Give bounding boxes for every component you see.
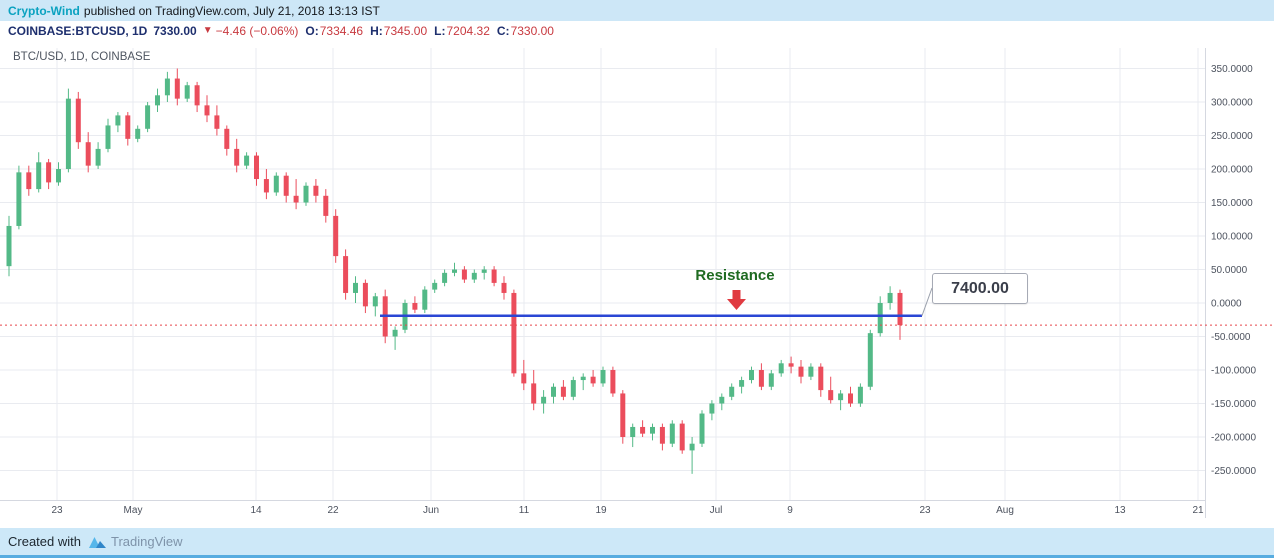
ohlc-low-value: 7204.32 bbox=[446, 23, 490, 38]
svg-text:-50.0000: -50.0000 bbox=[1211, 332, 1251, 343]
axis-frame bbox=[0, 48, 1206, 518]
down-triangle-icon: ▼ bbox=[202, 25, 213, 36]
ohlc-open-value: 7334.46 bbox=[319, 23, 364, 38]
chart-watermark: BTC/USD, 1D, COINBASE bbox=[13, 51, 151, 63]
resistance-annotation: Resistance bbox=[695, 267, 775, 284]
svg-text:22: 22 bbox=[327, 505, 339, 516]
created-with-text: Created with bbox=[8, 534, 81, 549]
symbol-title: COINBASE:BTCUSD, 1D bbox=[8, 23, 148, 38]
svg-text:21: 21 bbox=[1192, 505, 1204, 516]
price-change: −4.46 (−0.06%) bbox=[215, 23, 299, 38]
svg-text:23: 23 bbox=[51, 505, 63, 516]
svg-text:14: 14 bbox=[250, 505, 262, 516]
svg-text:0.0000: 0.0000 bbox=[1211, 299, 1242, 310]
legend-bar: COINBASE:BTCUSD, 1D 7330.00 ▼ −4.46 (−0.… bbox=[0, 21, 1274, 40]
author-link[interactable]: Crypto-Wind bbox=[8, 3, 80, 18]
last-price: 7330.00 bbox=[153, 23, 197, 38]
tradingview-brand-link[interactable]: TradingView bbox=[110, 534, 183, 549]
svg-text:-250.0000: -250.0000 bbox=[1211, 466, 1256, 477]
svg-text:200.0000: 200.0000 bbox=[1211, 165, 1253, 176]
svg-text:11: 11 bbox=[519, 505, 530, 516]
svg-text:May: May bbox=[124, 505, 143, 516]
svg-text:9: 9 bbox=[787, 505, 793, 516]
svg-text:100.0000: 100.0000 bbox=[1211, 232, 1253, 243]
ohlc-close-label: C: bbox=[496, 23, 510, 38]
svg-text:Jun: Jun bbox=[423, 505, 439, 516]
down-arrow-icon bbox=[727, 290, 746, 310]
svg-text:-200.0000: -200.0000 bbox=[1211, 433, 1256, 444]
x-axis-labels: 23 May 14 22 Jun 11 19 Jul 9 23 Aug 13 21 bbox=[51, 505, 1204, 516]
ohlc-high-label: H: bbox=[370, 23, 383, 38]
price-chart[interactable]: 350.0000 300.0000 250.0000 200.0000 150.0000… bbox=[0, 40, 1274, 528]
footer-bar: Created with TradingView bbox=[0, 528, 1274, 558]
svg-text:350.0000: 350.0000 bbox=[1211, 64, 1253, 75]
svg-text:-100.0000: -100.0000 bbox=[1211, 366, 1256, 377]
svg-text:19: 19 bbox=[595, 505, 607, 516]
svg-text:300.0000: 300.0000 bbox=[1211, 98, 1253, 109]
publish-text: published on TradingView.com, July 21, 2… bbox=[83, 3, 380, 18]
price-label: 7400.00 bbox=[932, 273, 1028, 304]
svg-text:Jul: Jul bbox=[710, 505, 723, 516]
tradingview-logo-icon bbox=[88, 536, 106, 548]
svg-text:50.0000: 50.0000 bbox=[1211, 265, 1248, 276]
ohlc-low-label: L: bbox=[434, 23, 446, 38]
svg-text:Aug: Aug bbox=[996, 505, 1014, 516]
chart-area: 350.0000 300.0000 250.0000 200.0000 150.0000… bbox=[0, 40, 1274, 528]
svg-text:23: 23 bbox=[919, 505, 931, 516]
ohlc-open-label: O: bbox=[305, 23, 319, 38]
y-axis-labels: 350.0000 300.0000 250.0000 200.0000 150.0000… bbox=[1211, 64, 1256, 477]
ohlc-high-value: 7345.00 bbox=[383, 23, 428, 38]
svg-text:13: 13 bbox=[1114, 505, 1126, 516]
publish-info-bar: Crypto-Wind published on TradingView.com… bbox=[0, 0, 1274, 21]
resistance-line bbox=[380, 287, 933, 317]
svg-text:150.0000: 150.0000 bbox=[1211, 198, 1253, 209]
svg-text:-150.0000: -150.0000 bbox=[1211, 399, 1256, 410]
grid-lines bbox=[0, 48, 1205, 500]
svg-text:250.0000: 250.0000 bbox=[1211, 131, 1253, 142]
ohlc-close-value: 7330.00 bbox=[510, 23, 554, 38]
